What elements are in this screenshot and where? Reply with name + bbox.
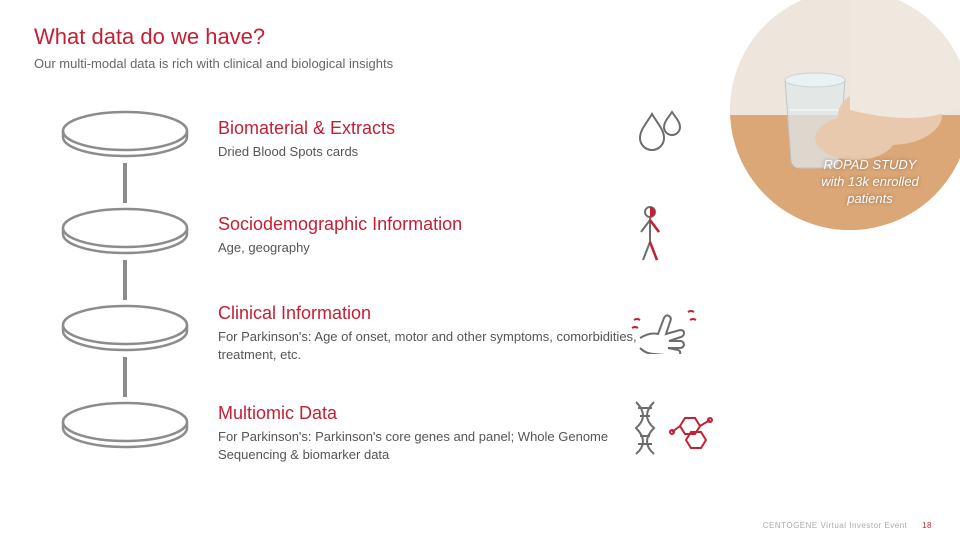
hand-tremor-icon	[630, 298, 702, 359]
footer-text: CENTOGENE Virtual Investor Event	[763, 521, 908, 530]
item-clinical: Clinical Information For Parkinson's: Ag…	[218, 303, 648, 363]
photo-line3: patients	[847, 191, 893, 206]
stack-svg	[60, 108, 200, 508]
photo-caption: ROPAD STUDY with 13k enrolled patients	[800, 157, 940, 208]
item-desc: For Parkinson's: Parkinson's core genes …	[218, 428, 648, 463]
photo-line2: with 13k enrolled	[821, 174, 919, 189]
item-title: Sociodemographic Information	[218, 214, 462, 235]
photo-line1: ROPAD STUDY	[824, 157, 917, 172]
item-desc: For Parkinson's: Age of onset, motor and…	[218, 328, 648, 363]
footer: CENTOGENE Virtual Investor Event 18	[763, 521, 932, 530]
study-photo: ROPAD STUDY with 13k enrolled patients	[730, 0, 960, 230]
dna-molecule-icon	[630, 398, 720, 461]
item-biomaterial: Biomaterial & Extracts Dried Blood Spots…	[218, 118, 395, 161]
item-multiomic: Multiomic Data For Parkinson's: Parkinso…	[218, 403, 648, 463]
database-stack	[60, 108, 200, 513]
item-title: Biomaterial & Extracts	[218, 118, 395, 139]
item-title: Clinical Information	[218, 303, 648, 324]
page-number: 18	[922, 521, 932, 530]
item-title: Multiomic Data	[218, 403, 648, 424]
item-desc: Age, geography	[218, 239, 462, 257]
item-desc: Dried Blood Spots cards	[218, 143, 395, 161]
droplets-icon	[630, 108, 690, 169]
person-icon	[630, 204, 670, 271]
item-sociodemographic: Sociodemographic Information Age, geogra…	[218, 214, 462, 257]
slide: What data do we have? Our multi-modal da…	[0, 0, 960, 540]
